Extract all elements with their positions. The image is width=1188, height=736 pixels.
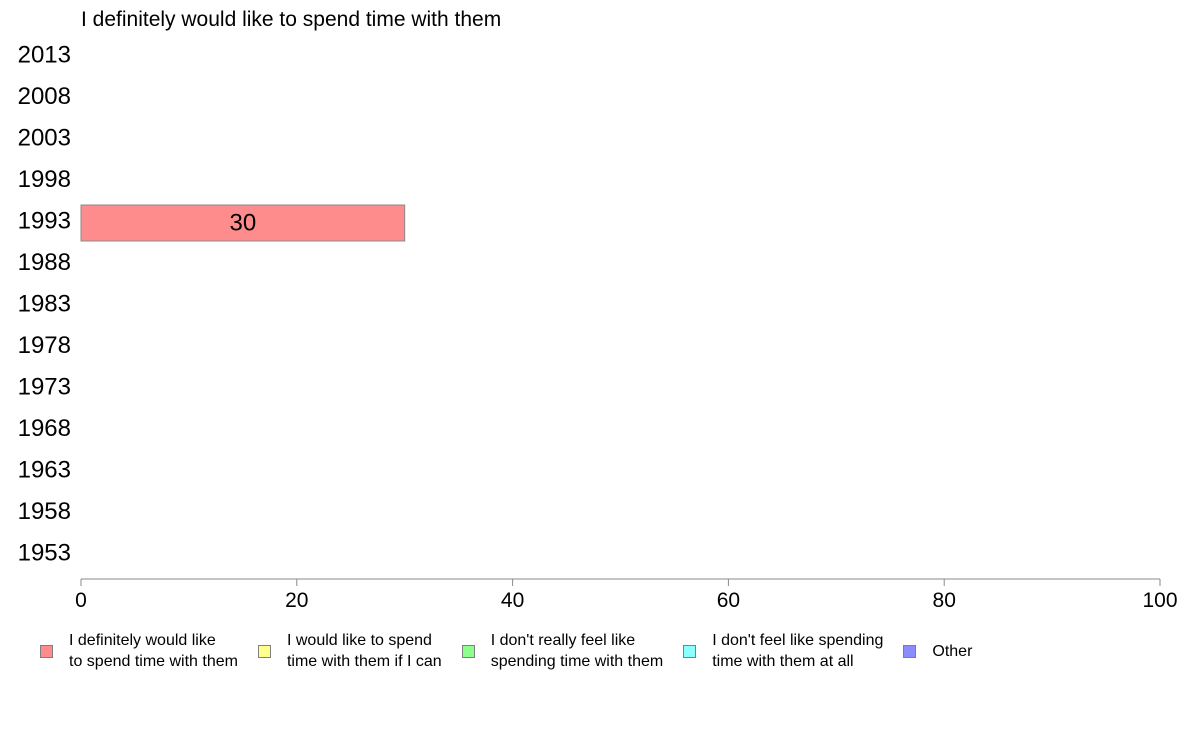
legend: I definitely would like to spend time wit… [40,630,1180,672]
legend-label: I don't feel like spending time with them… [712,632,884,670]
legend-swatch [40,644,53,658]
y-tick-label: 2013 [18,42,71,69]
legend-label: Other [932,642,973,660]
legend-swatch [903,644,917,658]
legend-label: I don't really feel like spending time wi… [490,632,664,670]
bars [80,204,406,242]
legend-item-other: Other [903,641,972,662]
x-tick-label: 100 [1142,589,1177,612]
chart-title: I definitely would like to spend time wi… [81,8,501,31]
y-tick-label: 1988 [18,249,71,276]
legend-swatch [257,644,271,658]
x-tick-label: 20 [285,589,308,612]
x-axis: 0 20 40 60 80 100 [75,578,1178,612]
x-tick-label: 80 [933,589,956,612]
bar-data-labels: 30 [229,210,256,237]
y-tick-label: 1993 [18,208,71,235]
y-tick-label: 2003 [18,125,71,152]
y-tick-label: 1983 [18,291,71,318]
y-tick-label: 2008 [18,83,71,110]
legend-item-not-at-all: I don't feel like spending time with them… [683,630,883,672]
y-tick-label: 1953 [18,540,71,567]
y-tick-label: 1968 [18,415,71,442]
bar-data-label: 30 [229,210,256,237]
y-axis-labels: 2013 2008 2003 1998 1993 1988 1983 1978 1973 1968… [18,42,71,567]
legend-swatch [683,644,697,658]
x-tick-label: 40 [501,589,524,612]
y-tick-label: 1963 [18,457,71,484]
legend-label: I would like to spend time with them if I… [286,632,442,670]
y-tick-label: 1958 [18,498,71,525]
x-tick-label: 0 [75,589,87,612]
y-tick-label: 1978 [18,332,71,359]
x-tick-label: 60 [717,589,740,612]
legend-swatch [461,644,475,658]
legend-item-definitely: I definitely would like to spend time wit… [40,630,238,672]
bar-chart: I definitely would like to spend time wi… [18,8,1178,612]
legend-item-not-really: I don't really feel like spending time wi… [461,630,664,672]
legend-item-would-like: I would like to spend time with them if I… [257,630,442,672]
legend-label: I definitely would like to spend time wit… [69,632,238,670]
y-tick-label: 1973 [18,374,71,401]
bar [80,204,406,242]
y-tick-label: 1998 [18,166,71,193]
